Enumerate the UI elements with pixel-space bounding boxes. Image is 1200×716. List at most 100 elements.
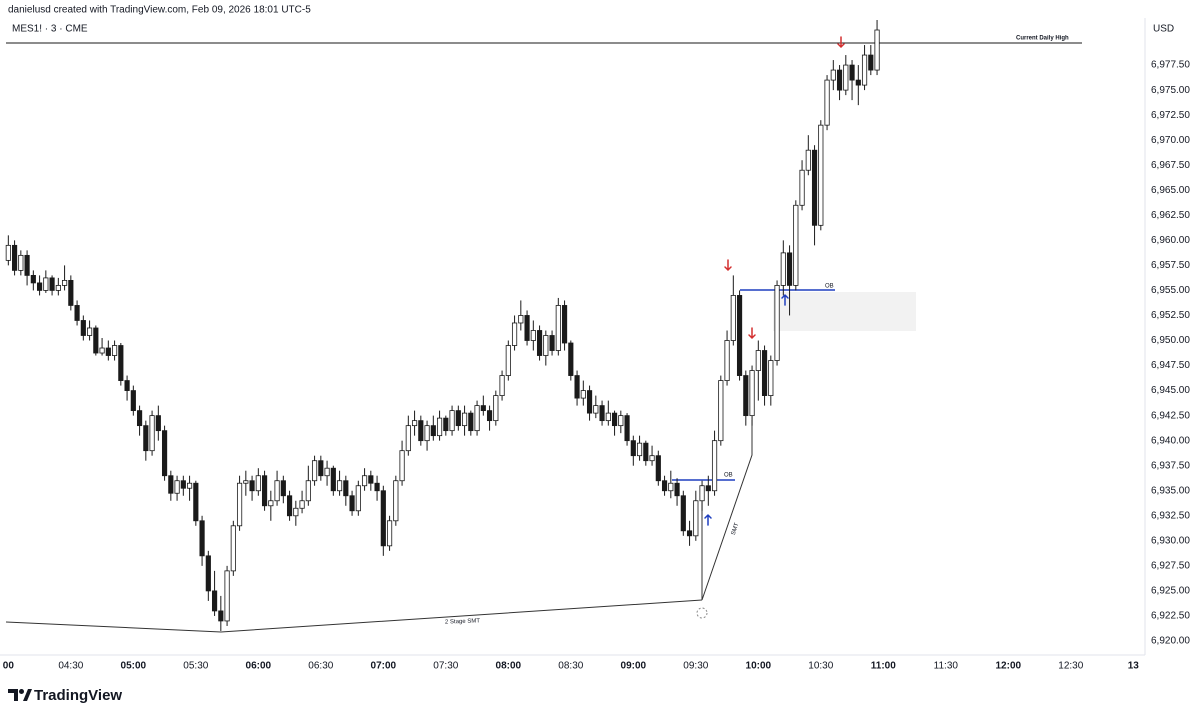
candle-body (74, 305, 80, 321)
y-tick-label: 6,925.00 (1151, 586, 1190, 597)
candle-body (386, 520, 393, 547)
candle-body (174, 480, 180, 494)
candle-body (680, 495, 686, 532)
candle-body (449, 410, 455, 432)
candle-body (755, 350, 761, 371)
candle-body (674, 482, 680, 497)
candle-body (299, 500, 305, 509)
candle-body (749, 370, 755, 417)
candle-body (211, 590, 218, 612)
logo-mark (23, 689, 32, 701)
x-tick-label: 11:00 (871, 661, 896, 672)
candle-body (693, 500, 699, 537)
candle-body (568, 342, 574, 376)
x-tick-label: 07:00 (371, 661, 397, 672)
candle-body (261, 475, 268, 507)
candle-body (80, 320, 86, 336)
candle-body (311, 460, 318, 482)
candle-body (380, 490, 386, 547)
candle-body (543, 335, 549, 356)
candle-body (305, 480, 311, 502)
x-tick-label: 11:30 (934, 661, 959, 672)
candle-body (724, 340, 730, 381)
candle-body (24, 254, 30, 276)
candle-body (468, 412, 474, 432)
x-tick-label: 10:00 (746, 661, 772, 672)
logo-mark (8, 689, 18, 701)
candle-body (499, 375, 505, 396)
candle-body (593, 405, 599, 414)
candle-body (574, 375, 580, 399)
candle-body (186, 482, 193, 489)
candle-body (193, 482, 199, 522)
candle-body (405, 425, 411, 452)
candle-body (730, 295, 736, 341)
annotations (5, 42, 1082, 633)
candle-body (836, 69, 843, 91)
candle-body (661, 480, 668, 492)
y-tick-label: 6,957.50 (1151, 260, 1190, 271)
candle-body (224, 570, 230, 622)
candle-body (111, 345, 118, 356)
y-tick-label: 6,927.50 (1151, 561, 1190, 572)
candle-body (411, 420, 418, 427)
candle-body (618, 415, 624, 427)
candle-body (93, 327, 99, 354)
candle-body (799, 169, 805, 206)
brand-logo: TradingView (8, 687, 122, 704)
x-tick-label: 05:00 (121, 661, 147, 672)
smt-label: SMT (731, 522, 741, 536)
candle-body (68, 280, 74, 306)
candle-body (136, 410, 143, 427)
candles (5, 20, 880, 631)
candle-body (324, 467, 330, 477)
candle-body (518, 315, 524, 324)
candle-body (274, 480, 280, 502)
candle-body (736, 295, 743, 376)
candle-body (374, 482, 380, 492)
candle-body (424, 425, 430, 442)
candle-body (843, 64, 849, 91)
candle-body (536, 330, 543, 356)
y-tick-label: 6,940.00 (1151, 435, 1190, 446)
candle-body (30, 275, 36, 284)
candle-body (493, 395, 499, 422)
candle-body (855, 79, 861, 86)
candle-body (236, 482, 243, 527)
candle-body (561, 305, 568, 344)
down-arrow (748, 327, 756, 340)
candle-body (655, 455, 661, 482)
y-tick-label: 6,970.00 (1151, 135, 1190, 146)
y-tick-label: 6,952.50 (1151, 310, 1190, 321)
candle-body (149, 415, 155, 452)
candle-body (361, 475, 368, 487)
candle-body (599, 405, 605, 422)
candle-body (243, 480, 249, 484)
candle-body (630, 440, 636, 457)
smt-line (5, 599, 703, 633)
x-tick-label: 06:00 (246, 661, 272, 672)
candle-body (399, 450, 405, 482)
y-tick-label: 6,967.50 (1151, 160, 1190, 171)
candle-body (511, 322, 518, 346)
candle-body (86, 327, 93, 336)
candle-body (18, 254, 24, 271)
candle-body (824, 79, 830, 126)
candle-body (11, 244, 18, 271)
y-tick-label: 6,942.50 (1151, 410, 1190, 421)
candle-body (330, 467, 336, 492)
y-tick-label: 6,930.00 (1151, 535, 1190, 546)
candle-body (649, 455, 655, 462)
x-tick-label: 04:30 (58, 661, 83, 672)
candle-body (461, 412, 468, 427)
smt-label: 2 Stage SMT (445, 618, 481, 625)
y-tick-label: 6,922.50 (1151, 611, 1190, 622)
x-tick-label: 13 (1128, 661, 1140, 672)
candle-body (486, 410, 493, 422)
candle-body (774, 285, 780, 361)
candle-body (218, 610, 224, 622)
candle-body (474, 405, 480, 432)
candle-body (768, 360, 774, 396)
